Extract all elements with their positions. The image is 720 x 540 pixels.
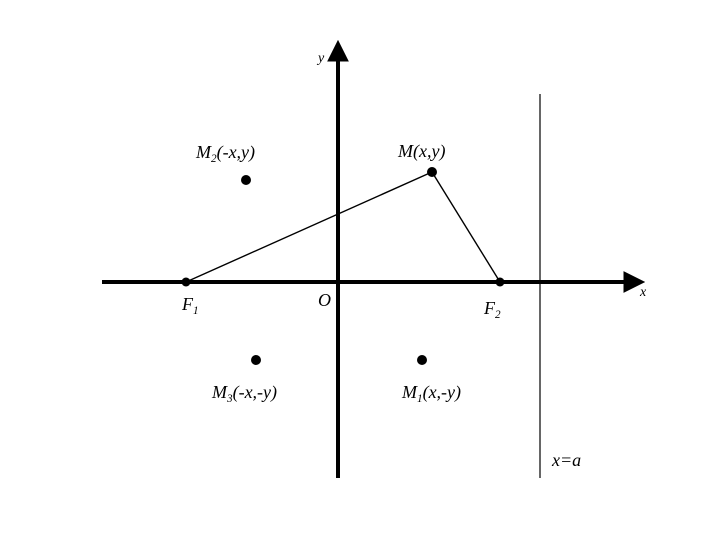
coordinate-diagram: x y Ox=a F1 F2 M(x,y) M1(x,-y) M2(-x,y) M3(-x,-y… bbox=[0, 0, 720, 540]
label-M: M(x,y) bbox=[397, 141, 445, 162]
label-M3: M3(-x,-y) bbox=[211, 382, 277, 405]
point-M bbox=[427, 167, 437, 177]
directrix-label: x=a bbox=[551, 450, 581, 470]
point-M1 bbox=[417, 355, 427, 365]
label-F2: F2 bbox=[483, 298, 501, 321]
point-F1 bbox=[182, 278, 191, 287]
y-axis-label: y bbox=[316, 51, 325, 66]
origin-label: O bbox=[318, 290, 331, 310]
point-M2 bbox=[241, 175, 251, 185]
label-F1: F1 bbox=[181, 294, 199, 317]
x-axis-label: x bbox=[639, 285, 647, 300]
point-M3 bbox=[251, 355, 261, 365]
segment-M-F2 bbox=[432, 172, 500, 282]
label-M2: M2(-x,y) bbox=[195, 142, 255, 165]
point-F2 bbox=[496, 278, 505, 287]
segment-F1-M bbox=[186, 172, 432, 282]
label-M1: M1(x,-y) bbox=[401, 382, 461, 405]
